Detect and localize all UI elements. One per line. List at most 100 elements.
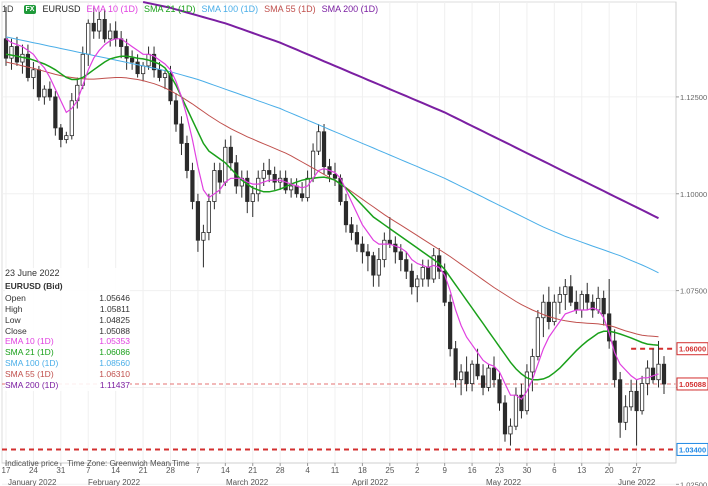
month-label: April 2022 xyxy=(352,478,389,486)
candle-up xyxy=(206,201,211,233)
candle-down xyxy=(283,177,288,191)
candle-down xyxy=(173,100,179,125)
candle-up xyxy=(305,177,310,199)
candle-down xyxy=(480,375,486,388)
candle-down xyxy=(168,73,173,102)
candle-down xyxy=(404,259,409,272)
x-tick-label: 24 xyxy=(29,466,38,475)
symbol-label[interactable]: EURUSD xyxy=(42,4,81,14)
fx-badge-icon: FX xyxy=(23,4,37,14)
price-tag-box xyxy=(676,377,708,391)
candle-up xyxy=(623,406,628,423)
candle-down xyxy=(661,363,667,385)
candle-up xyxy=(541,301,546,319)
month-label: February 2022 xyxy=(88,478,141,486)
candle-down xyxy=(190,170,195,202)
candle-up xyxy=(310,150,316,179)
candle-up xyxy=(289,185,294,191)
candle-down xyxy=(332,173,338,179)
candle-up xyxy=(256,177,261,195)
candle-down xyxy=(360,243,365,253)
info-row-label: Close xyxy=(5,325,27,336)
candle-down xyxy=(365,251,371,257)
timeframe-label[interactable]: 1D xyxy=(2,4,14,14)
time-axis[interactable]: 17 24 31 7 14 21 28 7 14 21 28 4 11 18 25 2 9 16 23 30 6 13 20… xyxy=(2,462,676,486)
candle-down xyxy=(272,173,277,183)
info-row-label: SMA 55 (1D) xyxy=(5,369,54,380)
footer: Indicative price Time Zone: Greenwich Me… xyxy=(5,459,190,468)
timezone-note: Time Zone: Greenwich Mean Time xyxy=(67,459,190,468)
info-row-label: High xyxy=(5,303,23,314)
candle-down xyxy=(102,19,107,40)
info-row-value: 1.05646 xyxy=(99,292,130,303)
indicative-price-note: Indicative price xyxy=(5,459,59,468)
candle-down xyxy=(299,193,305,199)
candle-down xyxy=(130,57,135,63)
month-label: January 2022 xyxy=(8,478,57,486)
x-tick-label: 21 xyxy=(139,466,148,475)
candle-down xyxy=(294,185,299,195)
candle-up xyxy=(97,19,102,32)
candle-up xyxy=(316,131,321,152)
legend-item[interactable]: EMA 10 (1D) xyxy=(86,4,139,14)
candle-down xyxy=(3,38,9,59)
candle-up xyxy=(557,294,562,303)
chart-grid xyxy=(1,1,677,485)
sma200-line xyxy=(142,1,659,220)
x-tick-label: 20 xyxy=(605,466,614,475)
info-rows: Open 1.05646 High 1.05811 Low 1.04825 Close 1.0… xyxy=(5,293,130,391)
candle-down xyxy=(354,232,360,245)
candle-down xyxy=(612,340,617,381)
candle-up xyxy=(656,363,661,381)
legend-item[interactable]: SMA 100 (1D) xyxy=(201,4,259,14)
info-date: 23 June 2022 xyxy=(5,268,60,278)
candle-up xyxy=(513,394,519,427)
legend-item[interactable]: SMA 55 (1D) xyxy=(264,4,316,14)
candle-down xyxy=(585,294,590,303)
ohlc-info-panel: 23 June 2022 EURUSD (Bid) Open 1.05646 Hig… xyxy=(5,268,130,391)
candle-down xyxy=(398,251,403,261)
candle-up xyxy=(639,383,645,412)
y-tick-label: 1.10000 xyxy=(680,190,707,199)
candle-up xyxy=(552,301,557,323)
candle-down xyxy=(228,146,233,164)
candle-down xyxy=(590,301,595,311)
candle-down xyxy=(47,88,52,98)
x-tick-label: 14 xyxy=(221,466,230,475)
candle-down xyxy=(113,30,118,40)
candle-up xyxy=(140,65,146,75)
candle-down xyxy=(497,379,502,404)
candlesticks xyxy=(3,7,667,446)
candle-down xyxy=(574,301,579,311)
x-tick-label: 6 xyxy=(552,466,557,475)
x-tick-label: 28 xyxy=(166,466,175,475)
x-tick-label: 31 xyxy=(56,466,65,475)
candle-down xyxy=(267,170,272,175)
info-row-label: Low xyxy=(5,314,21,325)
price-tag-label: 1.06000 xyxy=(679,345,706,354)
candle-down xyxy=(184,142,190,171)
candle-down xyxy=(371,255,376,276)
info-row-value: 1.05088 xyxy=(99,325,130,336)
candle-up xyxy=(431,255,436,280)
legend-item[interactable]: SMA 200 (1D) xyxy=(321,4,379,14)
candle-up xyxy=(579,294,584,311)
info-row: SMA 55 (1D) 1.06310 xyxy=(5,369,130,380)
candle-down xyxy=(36,69,42,98)
info-row: SMA 100 (1D) 1.08560 xyxy=(5,358,130,369)
price-tag-box xyxy=(676,342,708,356)
month-label: March 2022 xyxy=(226,478,269,486)
x-tick-label: 23 xyxy=(495,466,504,475)
candle-down xyxy=(58,127,63,140)
candle-down xyxy=(245,177,250,202)
candle-up xyxy=(530,356,535,373)
candle-up xyxy=(629,390,634,408)
sma100-line xyxy=(5,36,659,274)
legend-item[interactable]: SMA 21 (1D) xyxy=(144,4,196,14)
candle-up xyxy=(596,297,601,311)
candle-up xyxy=(64,135,69,140)
info-row-label: SMA 200 (1D) xyxy=(5,380,59,391)
candle-down xyxy=(349,224,354,233)
